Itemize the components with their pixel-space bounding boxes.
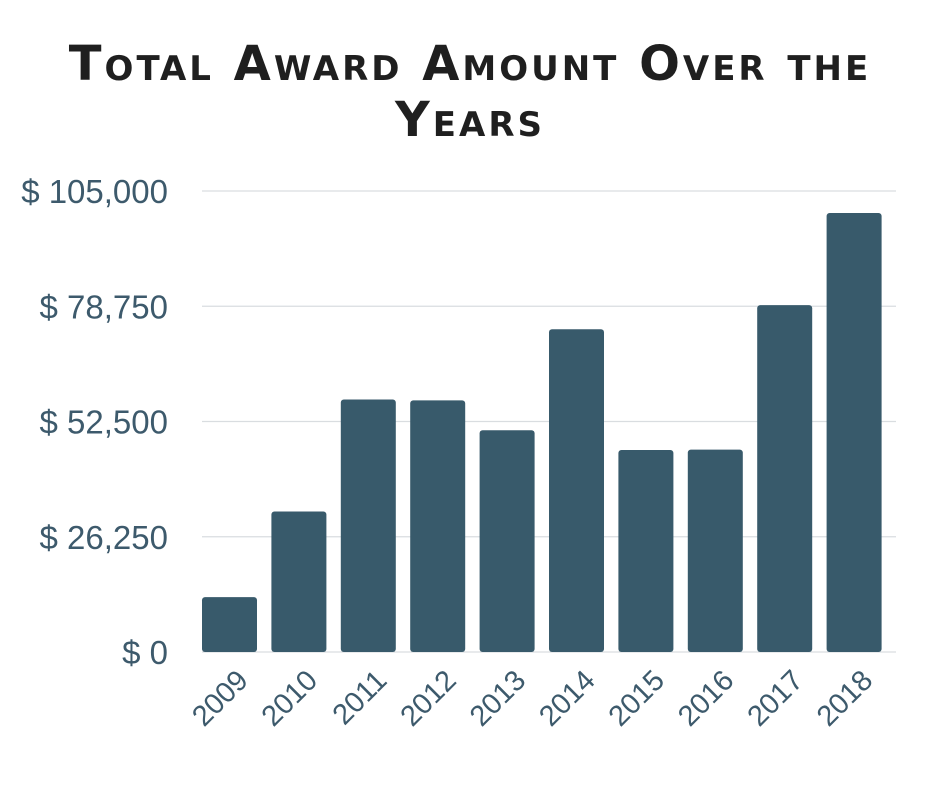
bar-2015 — [618, 450, 674, 652]
x-tick-label: 2014 — [533, 664, 601, 732]
x-axis-ticks: 2009 2010 2011 2012 2013 2014 2015 2016 2017 2018 — [186, 664, 879, 732]
y-tick-label: $ 26,250 — [40, 519, 168, 556]
bar-2016 — [687, 449, 743, 652]
x-tick-label: 2017 — [742, 664, 810, 732]
bar-2017 — [757, 305, 813, 652]
bar-2011 — [340, 399, 396, 652]
y-tick-label: $ 105,000 — [21, 173, 168, 210]
y-tick-label: $ 78,750 — [40, 288, 168, 325]
chart-title: Total Award Amount Over the Years — [68, 36, 872, 148]
bar-2012 — [410, 400, 466, 652]
bar-2014 — [549, 329, 604, 652]
bar-2018 — [826, 212, 882, 652]
x-tick-label: 2010 — [256, 664, 324, 732]
x-tick-label: 2018 — [811, 664, 879, 732]
bar-2009 — [202, 597, 257, 652]
x-tick-label: 2012 — [395, 664, 463, 732]
x-tick-label: 2016 — [672, 664, 740, 732]
x-tick-label: 2013 — [464, 664, 532, 732]
x-tick-label: 2009 — [186, 664, 254, 732]
x-tick-label: 2011 — [327, 664, 394, 731]
x-tick-label: 2015 — [603, 664, 671, 732]
bars — [202, 212, 882, 652]
y-axis-ticks: $ 0 $ 26,250 $ 52,500 $ 78,750 $ 105,000 — [21, 173, 168, 671]
y-tick-label: $ 52,500 — [40, 404, 168, 441]
bar-2010 — [271, 511, 327, 652]
bar-2013 — [479, 430, 535, 652]
y-tick-label: $ 0 — [122, 634, 168, 671]
